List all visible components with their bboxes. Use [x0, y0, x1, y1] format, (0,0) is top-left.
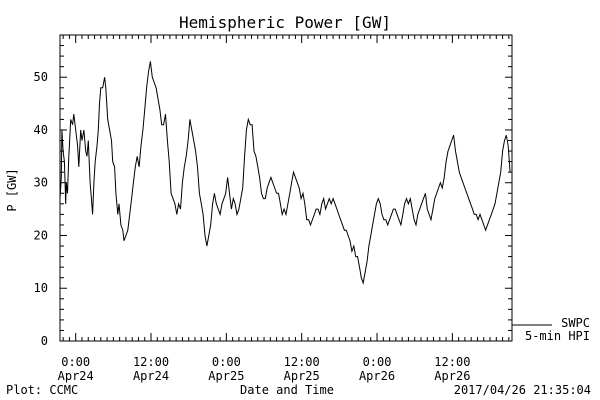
- plot-frame: [59, 34, 513, 342]
- axes: 010203040500:00Apr2412:00Apr240:00Apr251…: [34, 34, 513, 383]
- x-tick-time-label: 0:00: [212, 355, 241, 369]
- legend-source: SWPC: [561, 316, 590, 330]
- chart-title: Hemispheric Power [GW]: [179, 13, 391, 32]
- y-tick-label: 20: [34, 228, 48, 242]
- x-tick-date-label: Apr26: [359, 369, 395, 383]
- y-tick-label: 10: [34, 281, 48, 295]
- series-line-hpi: [59, 61, 511, 285]
- series-group: [59, 61, 511, 285]
- x-tick-date-label: Apr24: [133, 369, 169, 383]
- y-tick-label: 50: [34, 70, 48, 84]
- x-tick-date-label: Apr25: [284, 369, 320, 383]
- timestamp: 2017/04/26 21:35:04: [454, 383, 591, 397]
- y-tick-label: 0: [41, 334, 48, 348]
- x-tick-date-label: Apr24: [58, 369, 94, 383]
- x-tick-time-label: 12:00: [133, 355, 169, 369]
- x-tick-time-label: 0:00: [363, 355, 392, 369]
- y-tick-label: 40: [34, 123, 48, 137]
- x-tick-time-label: 0:00: [61, 355, 90, 369]
- x-tick-time-label: 12:00: [284, 355, 320, 369]
- x-tick-date-label: Apr26: [434, 369, 470, 383]
- legend-series-name: 5-min HPI: [525, 329, 590, 343]
- x-tick-date-label: Apr25: [208, 369, 244, 383]
- y-tick-label: 30: [34, 176, 48, 190]
- x-tick-time-label: 12:00: [434, 355, 470, 369]
- plot-credit: Plot: CCMC: [6, 383, 78, 397]
- x-axis-label: Date and Time: [240, 383, 334, 397]
- y-axis-label: P [GW]: [5, 168, 19, 211]
- legend: SWPC 5-min HPI: [512, 316, 590, 343]
